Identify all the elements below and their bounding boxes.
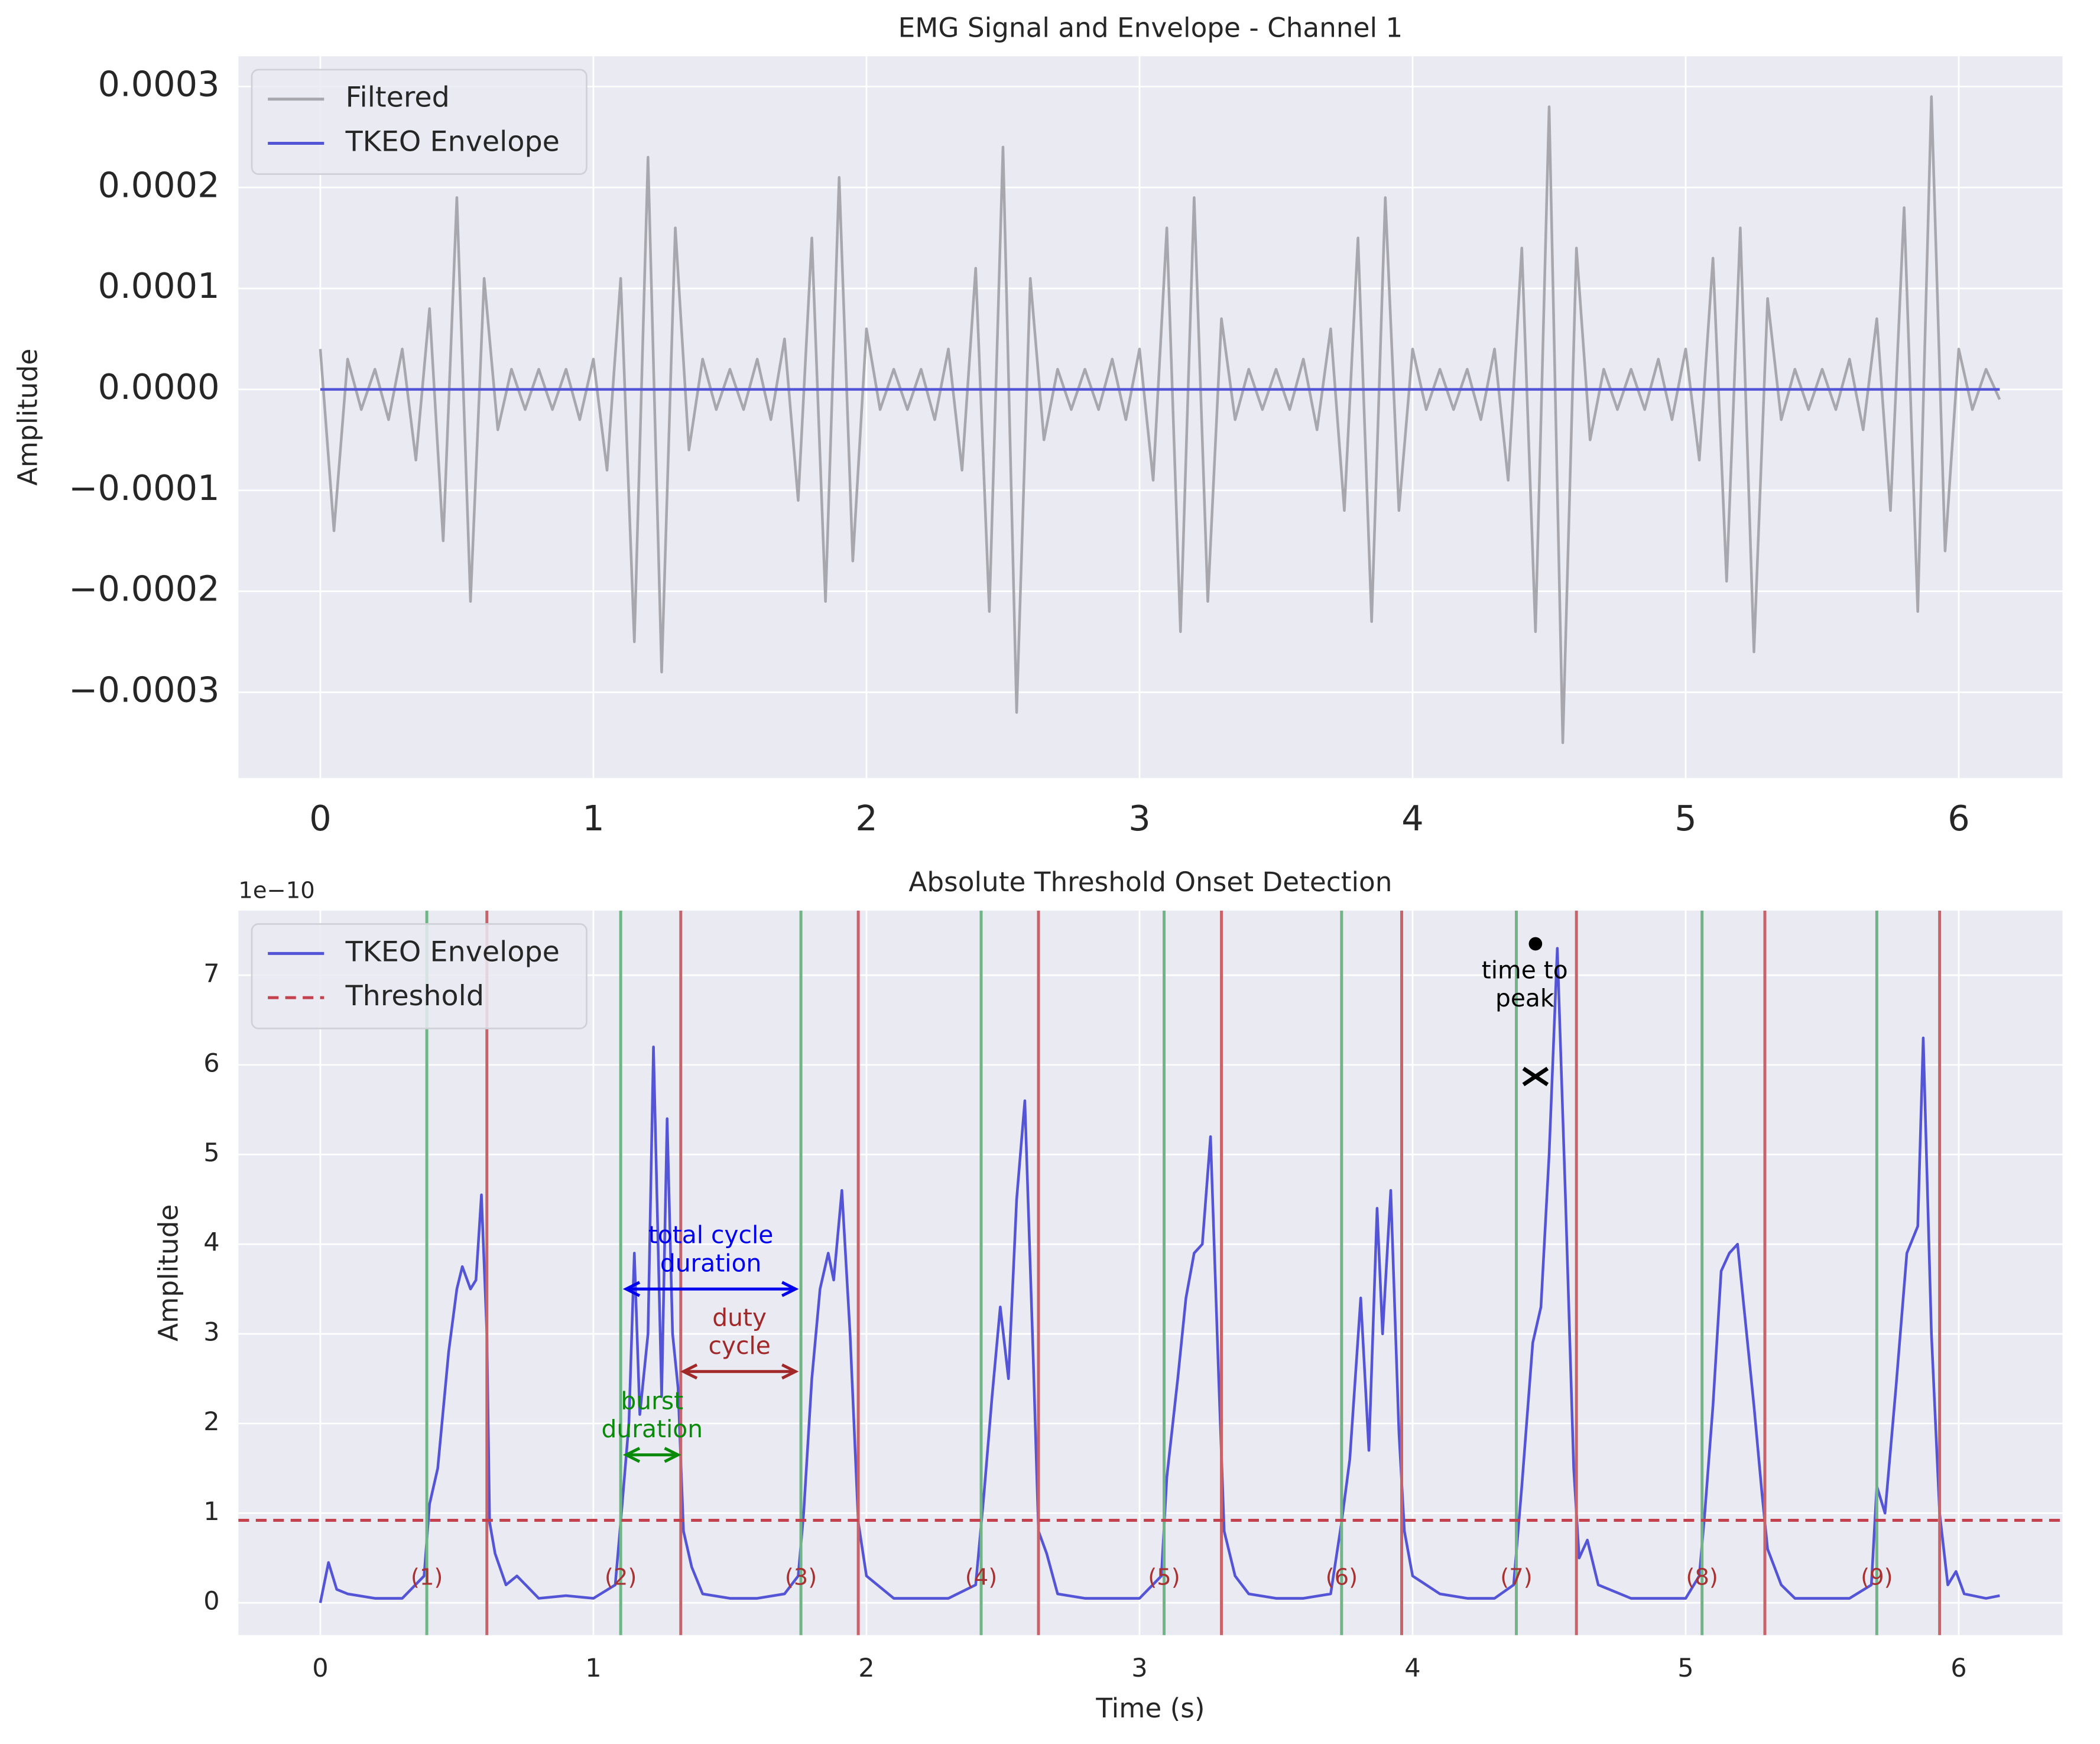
arrow-head — [622, 1281, 799, 1297]
y-tick-label: 1 — [203, 1497, 219, 1527]
annotation-dot — [1528, 937, 1543, 951]
x-tick-label: 3 — [1128, 798, 1150, 839]
x-tick-label: 0 — [312, 1654, 328, 1683]
legend-box — [251, 923, 588, 1029]
annotation-text: duration — [602, 1415, 703, 1443]
legend-label: Filtered — [346, 82, 450, 114]
annotation-text: duration — [660, 1249, 762, 1277]
axis-offset-label: 1e−10 — [238, 878, 314, 904]
x-axis-label: Time (s) — [1095, 1693, 1205, 1724]
y-tick-label: −0.0003 — [69, 669, 219, 710]
y-tick-label: 0 — [203, 1587, 219, 1616]
arrow-head — [680, 1363, 799, 1380]
annotation-text: duty — [712, 1303, 767, 1331]
plot-background — [238, 910, 2063, 1635]
legend-box — [251, 69, 588, 175]
x-tick-label: 4 — [1401, 798, 1423, 839]
cycle-label: (5) — [1148, 1564, 1180, 1591]
x-tick-label: 3 — [1131, 1654, 1147, 1683]
y-tick-label: 4 — [203, 1228, 219, 1258]
y-axis-label: Amplitude — [152, 1204, 184, 1342]
y-tick-label: 0.0002 — [98, 164, 219, 205]
annotation-text: total cycle — [648, 1221, 774, 1249]
y-tick-label: 0.0000 — [98, 366, 219, 407]
y-tick-label: −0.0002 — [69, 569, 219, 609]
y-tick-label: 0.0003 — [98, 64, 219, 105]
y-tick-label: 0.0001 — [98, 265, 219, 306]
legend-label: TKEO Envelope — [345, 125, 560, 158]
legend-label: Threshold — [345, 980, 484, 1012]
annotation-text: peak — [1495, 984, 1554, 1012]
cycle-label: (8) — [1686, 1564, 1718, 1591]
y-tick-label: −0.0001 — [69, 467, 219, 508]
chart-title: Absolute Threshold Onset Detection — [908, 866, 1392, 898]
plot-background — [238, 56, 2063, 778]
annotation-text: cycle — [708, 1331, 770, 1360]
x-tick-label: 4 — [1404, 1654, 1420, 1683]
y-tick-label: 3 — [203, 1317, 219, 1347]
cycle-label: (1) — [411, 1564, 443, 1591]
series-line — [319, 95, 2001, 745]
peak-marker — [1522, 1067, 1549, 1086]
y-axis-label: Amplitude — [12, 349, 43, 486]
x-tick-label: 6 — [1948, 798, 1969, 839]
cycle-label: (4) — [965, 1564, 998, 1591]
arrow-head — [622, 1447, 681, 1463]
x-tick-label: 5 — [1674, 798, 1696, 839]
x-tick-label: 2 — [858, 1654, 874, 1683]
y-tick-label: 7 — [203, 959, 219, 989]
x-tick-label: 0 — [309, 798, 331, 839]
cycle-label: (3) — [785, 1564, 817, 1591]
x-tick-label: 1 — [585, 1654, 601, 1683]
cycle-label: (7) — [1500, 1564, 1533, 1591]
x-tick-label: 2 — [855, 798, 877, 839]
legend-label: TKEO Envelope — [345, 936, 560, 968]
cycle-label: (2) — [605, 1564, 637, 1591]
cycle-label: (6) — [1326, 1564, 1358, 1591]
y-tick-label: 2 — [203, 1407, 219, 1437]
chart-title: EMG Signal and Envelope - Channel 1 — [898, 12, 1403, 43]
annotation-text: burst — [621, 1386, 683, 1415]
x-tick-label: 6 — [1950, 1654, 1966, 1683]
x-tick-label: 5 — [1677, 1654, 1693, 1683]
y-tick-label: 6 — [203, 1048, 219, 1078]
y-tick-label: 5 — [203, 1138, 219, 1168]
cycle-label: (9) — [1861, 1564, 1893, 1591]
annotation-text: time to — [1482, 956, 1568, 985]
x-tick-label: 1 — [582, 798, 604, 839]
